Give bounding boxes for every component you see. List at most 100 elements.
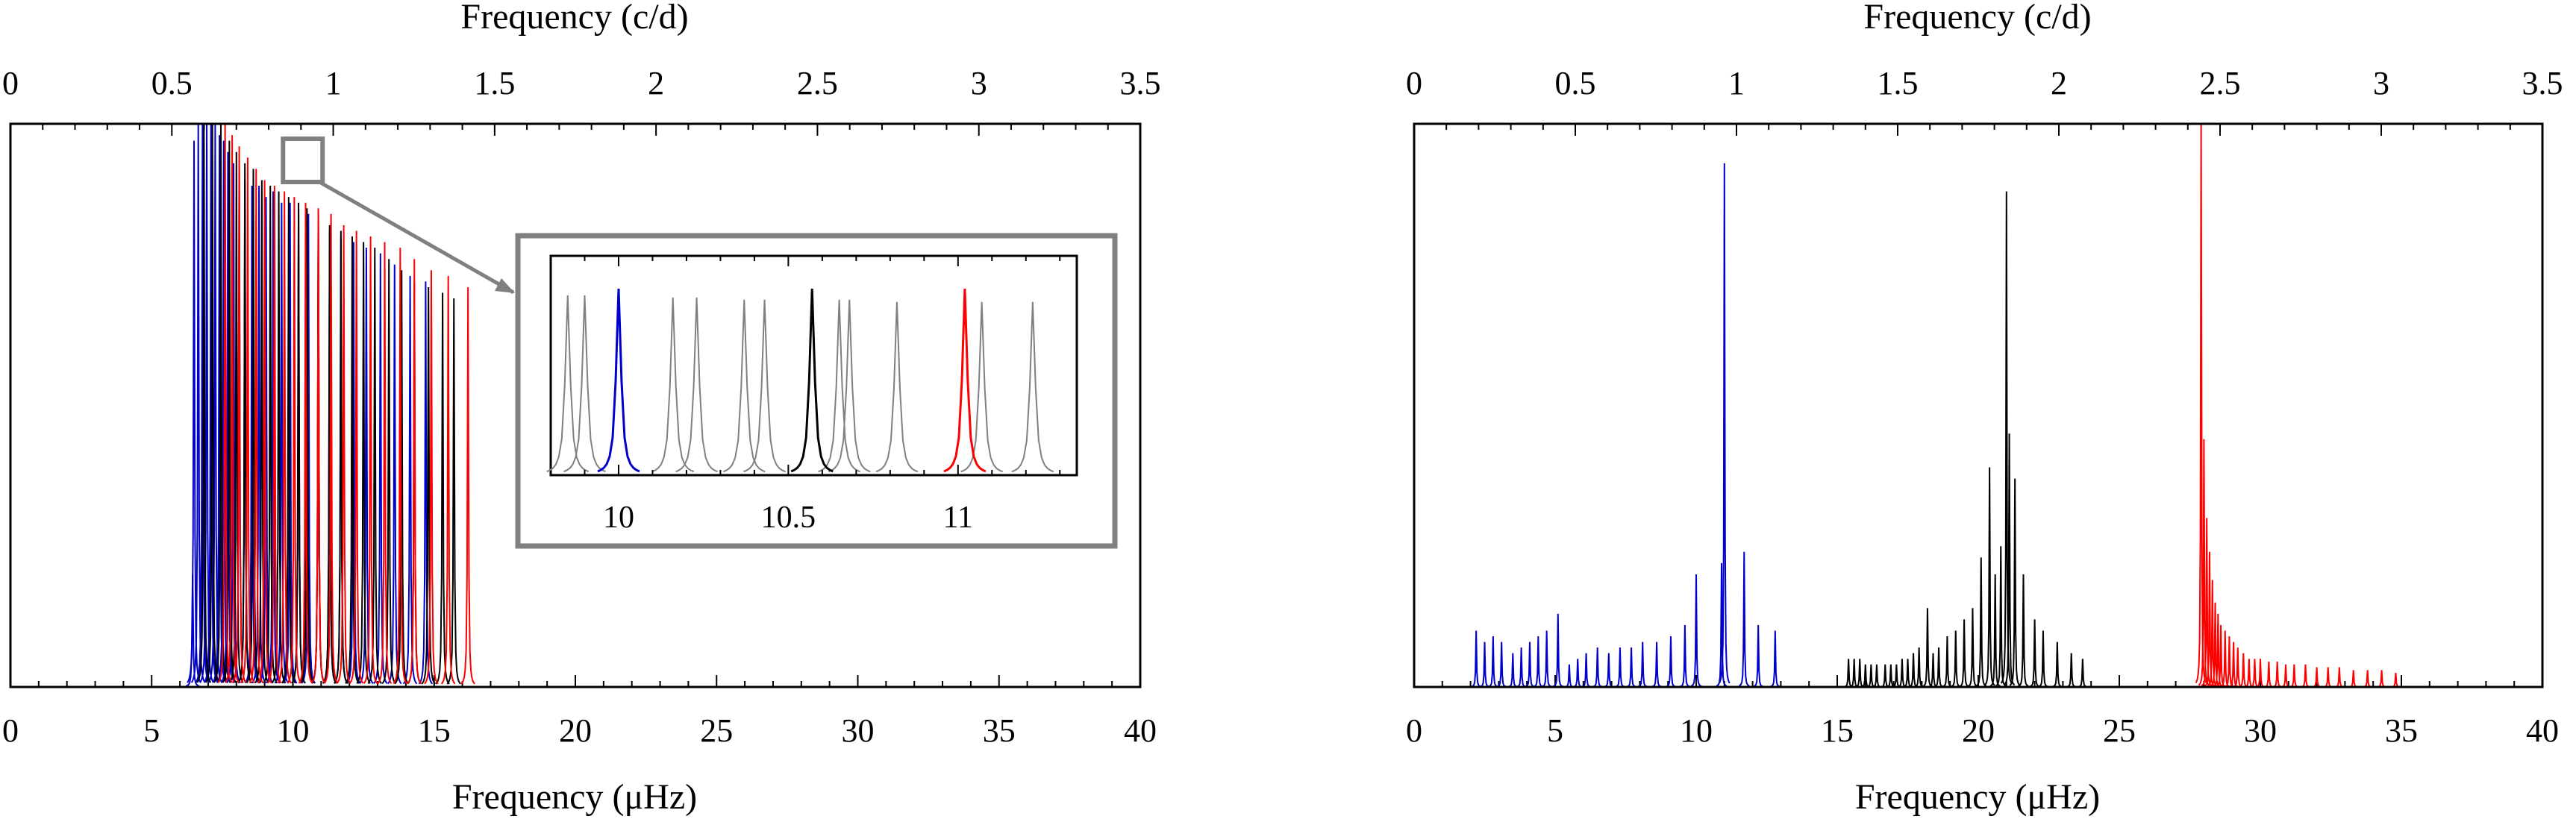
right-plot-frame: [1413, 122, 2544, 688]
inset-highlight-peak: [597, 289, 640, 473]
series-3-peak: [2348, 670, 2359, 688]
bottom-tick-label: 15: [418, 712, 451, 749]
series-2-peak: [356, 242, 371, 684]
bottom-tick-label: 25: [700, 712, 733, 749]
series-2-peak: [1871, 664, 1882, 688]
bottom-tick-label: 15: [1821, 712, 1854, 749]
inset-zoom-panel: 10 10.5 11: [515, 233, 1118, 549]
series-3-peak: [323, 213, 339, 684]
top-tick-label: 0: [2, 65, 19, 101]
bottom-tick-label: 10: [277, 712, 310, 749]
inset-plot-frame: [549, 254, 1078, 477]
inset-series-group: [546, 289, 1054, 473]
series-2-peak: [1975, 557, 1987, 687]
top-tick-label: 3.5: [1120, 65, 1161, 101]
left-top-tick-labels: 0 0.5 1 1.5 2 2.5 3 3.5: [2, 65, 1161, 101]
series-3-peak: [348, 230, 364, 684]
series-1-peak: [1614, 647, 1626, 688]
top-tick-label: 1: [1728, 65, 1745, 101]
series-2-peak: [1989, 574, 2001, 687]
series-1-peak: [1496, 641, 1507, 688]
series-3-peak: [393, 248, 408, 684]
series-3-peak: [336, 225, 351, 684]
series-3-peak: [257, 180, 272, 684]
series-2-peak: [1848, 659, 1860, 688]
series-1-peak: [1637, 641, 1648, 688]
bottom-tick-label: 40: [1124, 712, 1157, 749]
series-1-peak: [1625, 647, 1637, 688]
bottom-tick-label: 0: [1406, 712, 1422, 749]
series-3-peak: [2300, 664, 2311, 688]
inset-other-peak: [563, 295, 606, 473]
top-tick-label: 1: [325, 65, 342, 101]
series-1-peak: [1563, 664, 1575, 688]
series-1-peak: [1552, 613, 1564, 688]
series-1-peak: [1679, 624, 1691, 688]
series-3-peak: [2263, 661, 2275, 688]
series-3-peak: [277, 191, 292, 684]
series-3-peak: [440, 275, 456, 685]
series-3-peak: [2390, 673, 2401, 688]
series-1-peak: [1516, 647, 1527, 688]
series-3-peak: [2280, 664, 2292, 688]
top-tick-label: 0: [1406, 65, 1422, 101]
series-2-peak: [1880, 664, 1891, 688]
series-2-peak: [2037, 630, 2049, 688]
series-1-peak: [301, 213, 316, 684]
inset-tick-label: 10.5: [761, 501, 816, 535]
bottom-tick-label: 35: [983, 712, 1016, 749]
series-3-peak: [298, 202, 313, 684]
left-top-axis-title: Frequency (c/d): [460, 0, 688, 37]
right-bottom-tick-labels: 0 5 10 15 20 25 30 35 40: [1406, 712, 2559, 749]
series-1-peak: [1487, 636, 1499, 688]
series-3-peak: [267, 186, 282, 684]
inset-other-peak: [651, 297, 695, 473]
series-3-peak: [2272, 661, 2283, 688]
bottom-tick-label: 40: [2526, 712, 2559, 749]
inset-tick-label: 10: [603, 501, 634, 535]
series-2-peak: [1983, 467, 1995, 686]
series-1-peak: [1541, 630, 1552, 688]
series-1-peak: [1665, 636, 1677, 688]
inset-other-peak: [722, 299, 766, 473]
series-3-peak: [407, 259, 422, 685]
series-2-peak: [1913, 647, 1925, 688]
series-1-peak: [1533, 636, 1544, 688]
zoom-box: [281, 136, 325, 184]
series-1-peak: [1592, 647, 1603, 688]
series-2-peak: [381, 259, 396, 685]
series-2-peak: [1967, 608, 1978, 688]
series-2-peak: [1933, 647, 1945, 688]
series-2-peak: [1866, 664, 1877, 688]
series-1-peak: [1718, 163, 1731, 684]
bottom-tick-label: 5: [1547, 712, 1563, 749]
series-3-peak: [2249, 659, 2260, 688]
series-1-peak: [1603, 653, 1614, 688]
series-1-peak: [1507, 653, 1519, 688]
series-3-peak: [424, 270, 439, 685]
top-tick-label: 2.5: [797, 65, 838, 101]
top-tick-label: 2.5: [2200, 65, 2241, 101]
series-3-peak: [2333, 667, 2345, 688]
zoom-arrow: [318, 180, 515, 295]
series-3-peak: [377, 242, 393, 684]
inset-tick-label: 11: [943, 501, 973, 535]
series-2-peak: [394, 270, 409, 685]
top-tick-label: 3.5: [2522, 65, 2563, 101]
series-1-peak: [1690, 574, 1702, 687]
series-3-peak: [460, 286, 475, 685]
left-plot-frame: [9, 122, 1142, 688]
bottom-tick-label: 30: [2244, 712, 2277, 749]
inset-tick-labels: 10 10.5 11: [603, 501, 973, 535]
series-3-peak: [363, 236, 378, 684]
series-2-peak: [271, 191, 287, 684]
right-top-axis-title: Frequency (c/d): [1863, 0, 2091, 37]
series-2-peak: [1843, 659, 1854, 688]
inset-other-peak: [828, 299, 871, 473]
right-series-group: [1470, 123, 2401, 688]
inset-ticks: [584, 256, 1061, 475]
series-2-peak: [1958, 619, 1970, 688]
top-tick-label: 1.5: [1878, 65, 1919, 101]
right-top-tick-labels: 0 0.5 1 1.5 2 2.5 3 3.5: [1406, 65, 2563, 101]
series-2-peak: [334, 230, 348, 684]
